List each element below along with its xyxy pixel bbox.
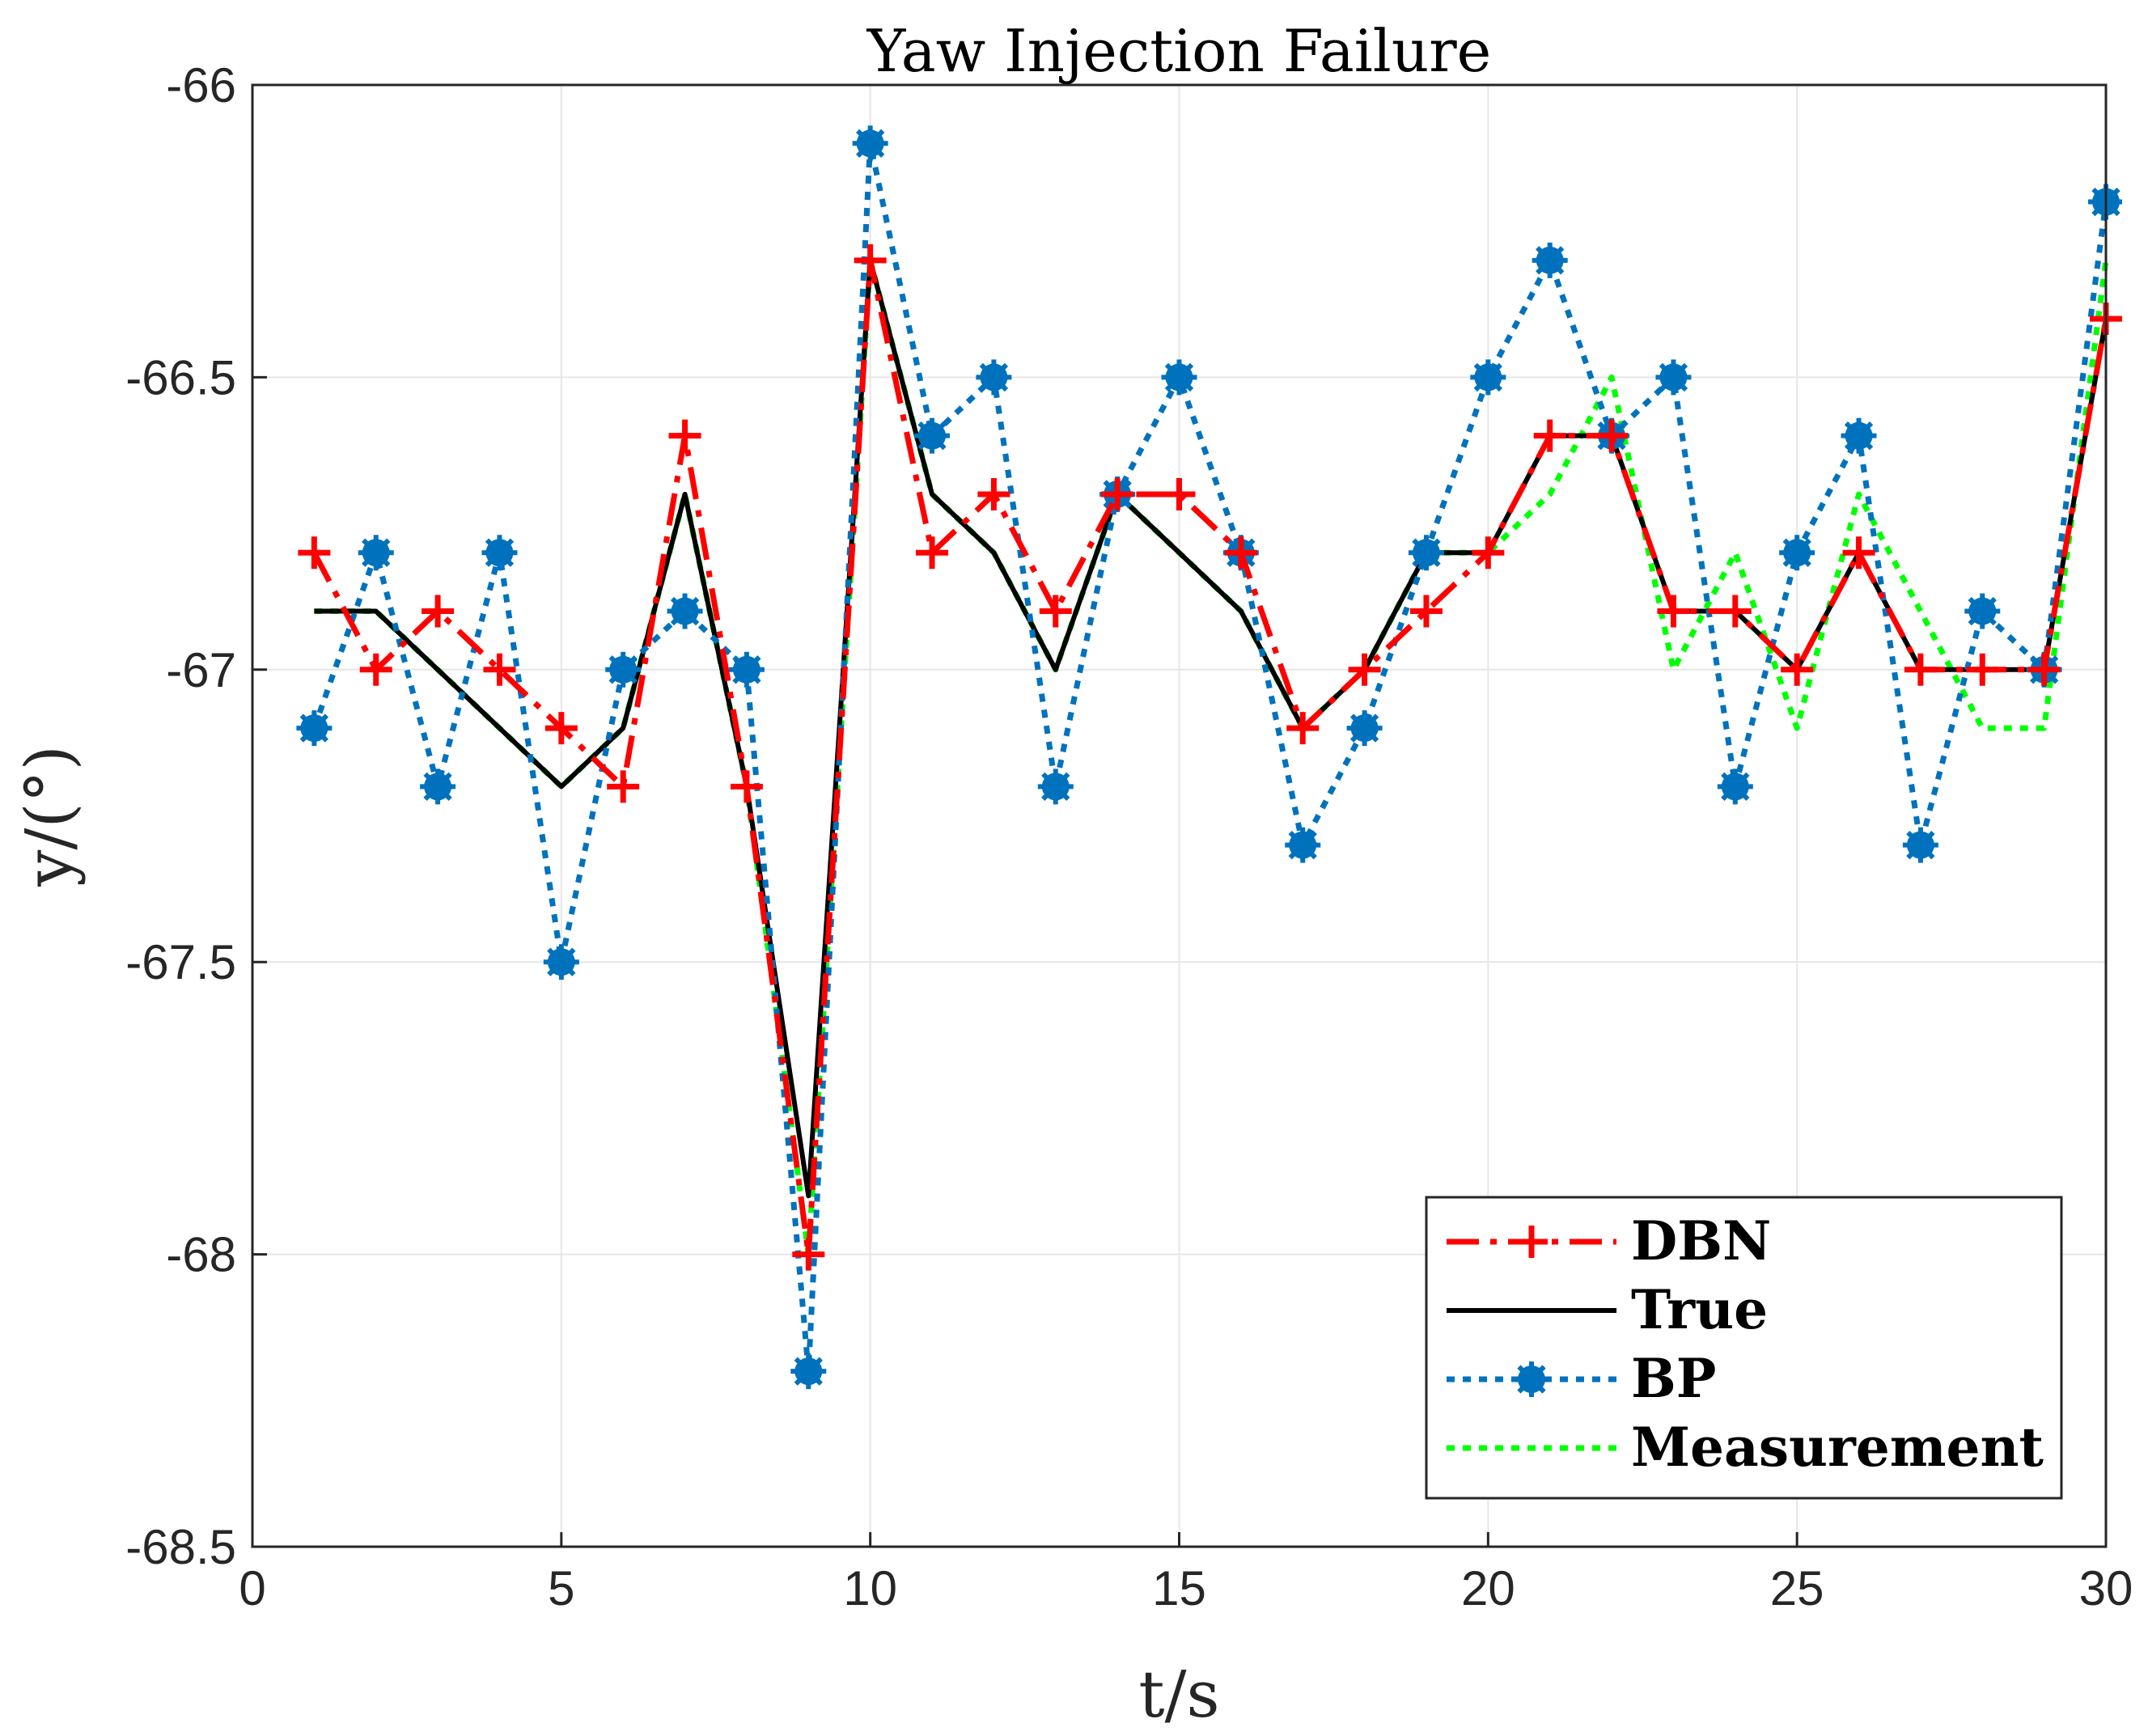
data-point-bp: [605, 651, 642, 688]
data-point-dbn: [1409, 595, 1443, 628]
data-point-bp: [296, 710, 333, 747]
x-tick-label: 5: [548, 1561, 574, 1615]
data-point-dbn: [1163, 477, 1196, 510]
data-point-dbn: [977, 477, 1010, 510]
data-point-dbn: [1101, 477, 1134, 510]
data-point-bp: [790, 1353, 827, 1390]
series-bp: [296, 125, 2122, 1390]
legend-item-true: True: [1447, 1278, 1768, 1341]
data-point-bp: [1346, 710, 1383, 747]
series-dbn: [298, 243, 2122, 1271]
x-tick-label: 15: [1152, 1561, 1206, 1615]
data-point-dbn: [1842, 536, 1875, 569]
y-axis-label: y/(°): [11, 745, 87, 887]
data-point-dbn: [607, 770, 640, 803]
y-tick-label: -66: [166, 58, 236, 112]
data-point-dbn: [1348, 653, 1381, 686]
data-point-bp: [1841, 417, 1877, 454]
data-point-bp: [976, 359, 1012, 396]
data-point-dbn: [1224, 536, 1257, 569]
legend-item-bp: BP: [1447, 1347, 1716, 1410]
data-point-bp: [1902, 827, 1938, 863]
x-tick-label: 10: [843, 1561, 897, 1615]
series-line-dbn: [311, 257, 2109, 1258]
data-point-dbn: [1286, 712, 1320, 745]
y-tick-label: -67: [166, 643, 236, 697]
data-point-bp: [1717, 768, 1753, 805]
data-point-dbn: [359, 653, 392, 686]
x-tick-label: 20: [1461, 1561, 1515, 1615]
data-point-bp: [914, 417, 951, 454]
series-line-bp: [311, 140, 2109, 1374]
data-point-dbn: [1039, 595, 1072, 628]
data-point-dbn: [1718, 595, 1752, 628]
legend-marker: [1514, 1361, 1549, 1397]
x-tick-label: 25: [1770, 1561, 1824, 1615]
data-point-bp: [667, 593, 703, 629]
data-point-bp: [728, 651, 765, 688]
data-point-bp: [1532, 242, 1568, 278]
tick-labels: 0 5 10 15 20 25 30 -66 -66.5 -67 -67.5 -68 -68.5: [125, 58, 2133, 1615]
chart-title: Yaw Injection Failure: [866, 17, 1491, 85]
data-point-bp: [1964, 593, 2001, 629]
data-point-bp: [481, 535, 518, 571]
y-tick-label: -66.5: [125, 350, 236, 404]
data-point-dbn: [1595, 419, 1629, 452]
data-point-bp: [543, 944, 579, 980]
x-tick-label: 30: [2079, 1561, 2133, 1615]
data-point-dbn: [792, 1238, 825, 1271]
data-point-dbn: [1472, 536, 1505, 569]
series-layer: [296, 125, 2122, 1390]
data-point-dbn: [483, 653, 516, 686]
data-point-dbn: [1966, 653, 1999, 686]
y-tick-label: -68: [166, 1228, 236, 1282]
legend-marker: [1515, 1226, 1548, 1258]
legend-label: BP: [1631, 1347, 1716, 1410]
x-tick-label: 0: [239, 1561, 265, 1615]
y-tick-label: -68.5: [125, 1520, 236, 1574]
data-point-dbn: [730, 770, 763, 803]
data-point-dbn: [422, 595, 455, 628]
data-point-bp: [852, 125, 888, 162]
data-point-bp: [1779, 535, 1815, 571]
data-point-dbn: [2027, 653, 2061, 686]
data-point-dbn: [916, 536, 949, 569]
data-point-bp: [1037, 768, 1074, 805]
legend-item-measurement: Measurement: [1447, 1416, 2044, 1479]
data-point-bp: [420, 768, 456, 805]
data-point-dbn: [298, 536, 331, 569]
data-point-bp: [1470, 359, 1506, 396]
data-point-bp: [1408, 535, 1444, 571]
data-point-dbn: [1533, 419, 1566, 452]
data-point-dbn: [668, 419, 701, 452]
x-axis-label: t/s: [1138, 1657, 1219, 1732]
data-point-bp: [1655, 359, 1692, 396]
legend-item-dbn: DBN: [1447, 1209, 1771, 1272]
data-point-bp: [1161, 359, 1197, 396]
legend-label: DBN: [1631, 1209, 1771, 1272]
legend-label: True: [1631, 1278, 1768, 1341]
data-point-dbn: [854, 243, 887, 277]
data-point-bp: [358, 535, 394, 571]
data-point-dbn: [1904, 653, 1937, 686]
data-point-dbn: [544, 712, 578, 745]
y-tick-label: -67.5: [125, 935, 236, 989]
data-point-dbn: [1781, 653, 1814, 686]
legend-label: Measurement: [1631, 1416, 2044, 1479]
data-point-bp: [1285, 827, 1321, 863]
data-point-dbn: [1657, 595, 1690, 628]
